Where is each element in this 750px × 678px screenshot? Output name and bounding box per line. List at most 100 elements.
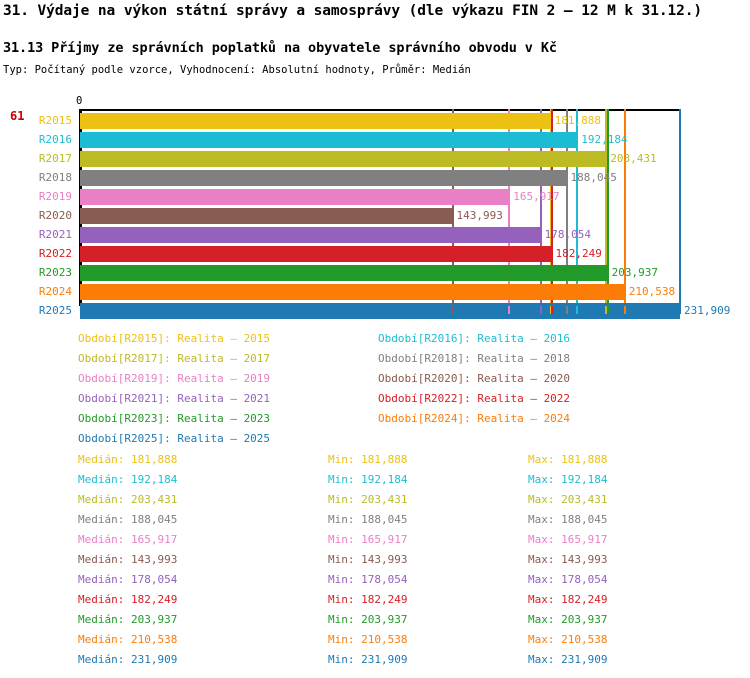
legend-item[interactable]: Období[R2016]: Realita – 2016 <box>378 332 571 345</box>
bar-r2018[interactable] <box>80 170 567 186</box>
bar-row[interactable]: R2023 203,937 <box>0 263 750 282</box>
bar-r2020[interactable] <box>80 208 453 224</box>
bar-value-label: 188,045 <box>570 171 617 184</box>
bar-value-label: 178,054 <box>544 228 592 241</box>
bar-row[interactable]: R2021 178,054 <box>0 225 750 244</box>
gridline-r2021 <box>539 109 542 313</box>
bar-row[interactable]: R2016 192,184 <box>0 130 750 149</box>
bar-category-label: R2021 <box>38 228 72 241</box>
y-axis-line <box>79 109 82 306</box>
bar-value-label: 165,917 <box>513 190 560 203</box>
bar-r2023[interactable] <box>80 265 608 281</box>
bar-category-label: R2023 <box>38 266 72 279</box>
chart-subtitle: 31.13 Příjmy ze správních poplatků na ob… <box>3 40 557 56</box>
stat-min: Min: 182,249 <box>328 593 408 606</box>
stat-median: Medián: 181,888 <box>78 453 178 466</box>
bar-row[interactable]: R2019 165,917 <box>0 187 750 206</box>
tickmark-r2022 <box>550 306 553 314</box>
stat-min: Min: 165,917 <box>328 533 408 546</box>
legend-item[interactable]: Období[R2023]: Realita – 2023 <box>78 412 271 425</box>
bar-category-label: R2016 <box>38 133 72 146</box>
stat-median: Medián: 192,184 <box>78 473 178 486</box>
stat-max: Max: 192,184 <box>528 473 608 486</box>
bar-category-label: R2025 <box>38 304 72 317</box>
stat-min: Min: 192,184 <box>328 473 408 486</box>
bar-category-label: R2024 <box>38 285 72 298</box>
legend-item[interactable]: Období[R2020]: Realita – 2020 <box>378 372 571 385</box>
gridline-r2024 <box>623 109 626 313</box>
bar-value-label: 210,538 <box>628 285 676 298</box>
bar-row[interactable]: R2018 188,045 <box>0 168 750 187</box>
stat-min: Min: 188,045 <box>328 513 408 526</box>
legend-item[interactable]: Období[R2018]: Realita – 2018 <box>378 352 571 365</box>
tickmark-r2025 <box>679 306 681 314</box>
bar-r2019[interactable] <box>80 189 510 205</box>
gridline-r2023 <box>606 109 609 313</box>
bar-r2021[interactable] <box>80 227 541 243</box>
bar-row[interactable]: R2017 203,431 <box>0 149 750 168</box>
bar-row[interactable]: R2020 143,993 <box>0 206 750 225</box>
stat-median: Medián: 231,909 <box>78 653 178 666</box>
stat-max: Max: 203,937 <box>528 613 608 626</box>
page-title: 31. Výdaje na výkon státní správy a samo… <box>3 3 703 19</box>
bar-category-label: R2015 <box>38 114 72 127</box>
stat-median: Medián: 178,054 <box>78 573 178 586</box>
gridline-r2017 <box>605 109 608 313</box>
stat-median: Medián: 165,917 <box>78 533 178 546</box>
tickmark-r2020 <box>451 306 454 314</box>
stat-max: Max: 203,431 <box>528 493 608 506</box>
legend-item[interactable]: Období[R2021]: Realita – 2021 <box>78 392 271 405</box>
bar-r2024[interactable] <box>80 284 625 300</box>
bar-value-label: 203,937 <box>611 266 658 279</box>
bar-row[interactable]: R2015 181,888 <box>0 111 750 130</box>
legend-item[interactable]: Období[R2022]: Realita – 2022 <box>378 392 571 405</box>
stat-max: Max: 178,054 <box>528 573 608 586</box>
stat-min: Min: 181,888 <box>328 453 408 466</box>
bar-r2025[interactable] <box>80 303 680 319</box>
bar-value-label: 203,431 <box>610 152 657 165</box>
chart-index-number: 61 <box>10 109 25 123</box>
bar-category-label: R2018 <box>38 171 72 184</box>
bar-value-label: 143,993 <box>456 209 503 222</box>
bar-r2022[interactable] <box>80 246 552 262</box>
bar-row[interactable]: R2022 182,249 <box>0 244 750 263</box>
tickmark-r2017 <box>605 306 608 314</box>
gridline-r2020 <box>451 109 454 313</box>
stat-min: Min: 231,909 <box>328 653 408 666</box>
stat-max: Max: 231,909 <box>528 653 608 666</box>
legend-item[interactable]: Období[R2019]: Realita – 2019 <box>78 372 271 385</box>
bar-r2017[interactable] <box>80 151 607 167</box>
bar-row[interactable]: R2024 210,538 <box>0 282 750 301</box>
gridline-r2016 <box>576 109 579 313</box>
gridline-r2025 <box>679 109 681 313</box>
legend-item[interactable]: Období[R2015]: Realita – 2015 <box>78 332 271 345</box>
bar-value-label: 231,909 <box>684 304 731 317</box>
stat-min: Min: 210,538 <box>328 633 408 646</box>
legend-item[interactable]: Období[R2025]: Realita – 2025 <box>78 432 271 445</box>
stat-median: Medián: 188,045 <box>78 513 178 526</box>
stat-max: Max: 181,888 <box>528 453 608 466</box>
chart-type-line: Typ: Počítaný podle vzorce, Vyhodnocení:… <box>3 64 471 76</box>
legend-item[interactable]: Období[R2024]: Realita – 2024 <box>378 412 571 425</box>
stat-min: Min: 203,937 <box>328 613 408 626</box>
bar-value-label: 181,888 <box>554 114 601 127</box>
stat-median: Medián: 210,538 <box>78 633 178 646</box>
stat-min: Min: 178,054 <box>328 573 408 586</box>
gridline-r2022 <box>550 109 553 313</box>
stat-median: Medián: 203,937 <box>78 613 178 626</box>
stat-max: Max: 165,917 <box>528 533 608 546</box>
tickmark-r2016 <box>576 306 579 314</box>
legend-item[interactable]: Období[R2017]: Realita – 2017 <box>78 352 271 365</box>
tickmark-r2021 <box>539 306 542 314</box>
tickmark-r2023 <box>606 306 609 314</box>
stat-max: Max: 210,538 <box>528 633 608 646</box>
tickmark-r2024 <box>623 306 626 314</box>
axis-origin-label: 0 <box>76 95 83 107</box>
stat-median: Medián: 143,993 <box>78 553 178 566</box>
bar-r2015[interactable] <box>80 113 551 129</box>
stat-max: Max: 188,045 <box>528 513 608 526</box>
bar-row[interactable]: R2025 231,909 <box>0 301 750 320</box>
stat-min: Min: 203,431 <box>328 493 408 506</box>
bar-r2016[interactable] <box>80 132 578 148</box>
tickmark-r2018 <box>565 306 568 314</box>
